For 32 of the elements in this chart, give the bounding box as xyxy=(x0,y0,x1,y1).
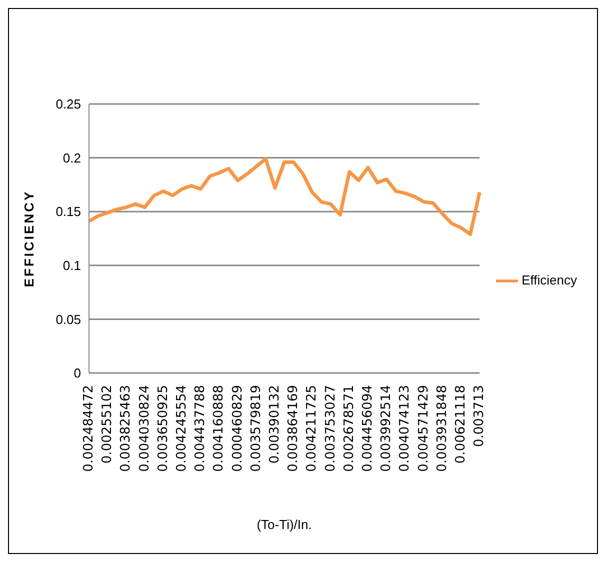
x-tick-label: 0.004437788 xyxy=(193,385,208,472)
x-tick-label: 0.004211725 xyxy=(304,385,320,472)
x-tick-label: 0.003864169 xyxy=(286,385,302,472)
x-tick-label: 0.004074123 xyxy=(398,385,413,472)
legend-label: Efficiency xyxy=(522,272,577,288)
x-tick-label: 0.003992514 xyxy=(379,385,394,472)
x-tick-label: 0.002484472 xyxy=(82,385,96,472)
x-tick-label: 0.00390132 xyxy=(267,385,282,464)
line-series xyxy=(87,157,482,236)
y-tick-label: 0.2 xyxy=(62,150,81,166)
x-tick-label: 0.00255102 xyxy=(100,385,116,464)
x-tick-label: 0.003579819 xyxy=(248,385,264,472)
x-tick-label: 0.002678571 xyxy=(342,385,357,472)
y-axis-title: EFFICIENCY xyxy=(22,190,37,288)
y-tick-label: 0.05 xyxy=(56,312,81,327)
x-axis-title: (To-Ti)/In. xyxy=(256,517,312,532)
x-tick-label: 0.003825463 xyxy=(118,385,134,472)
x-tick-label: 0.003931848 xyxy=(434,385,450,472)
x-tick-label: 0.004571429 xyxy=(416,385,432,472)
x-tick-label: 0.003753027 xyxy=(323,385,338,472)
x-tick-label: 0.004456094 xyxy=(360,385,376,472)
x-tick-label: 0.003650925 xyxy=(156,385,171,472)
x-tick-label: 0.004160888 xyxy=(212,385,227,472)
y-tick-label: 0 xyxy=(74,366,81,381)
x-tick-label: 0.003713 xyxy=(472,385,488,448)
x-tick-label: 0.004245554 xyxy=(174,385,190,472)
y-tick-label: 0.1 xyxy=(62,258,81,274)
y-tick-label: 0.15 xyxy=(56,204,81,220)
x-tick-label: 0.000460829 xyxy=(230,385,246,472)
x-tick-label: 0.00621118 xyxy=(453,385,468,464)
x-tick-label: 0.004030824 xyxy=(137,385,152,472)
y-tick-label: 0.25 xyxy=(56,96,81,112)
